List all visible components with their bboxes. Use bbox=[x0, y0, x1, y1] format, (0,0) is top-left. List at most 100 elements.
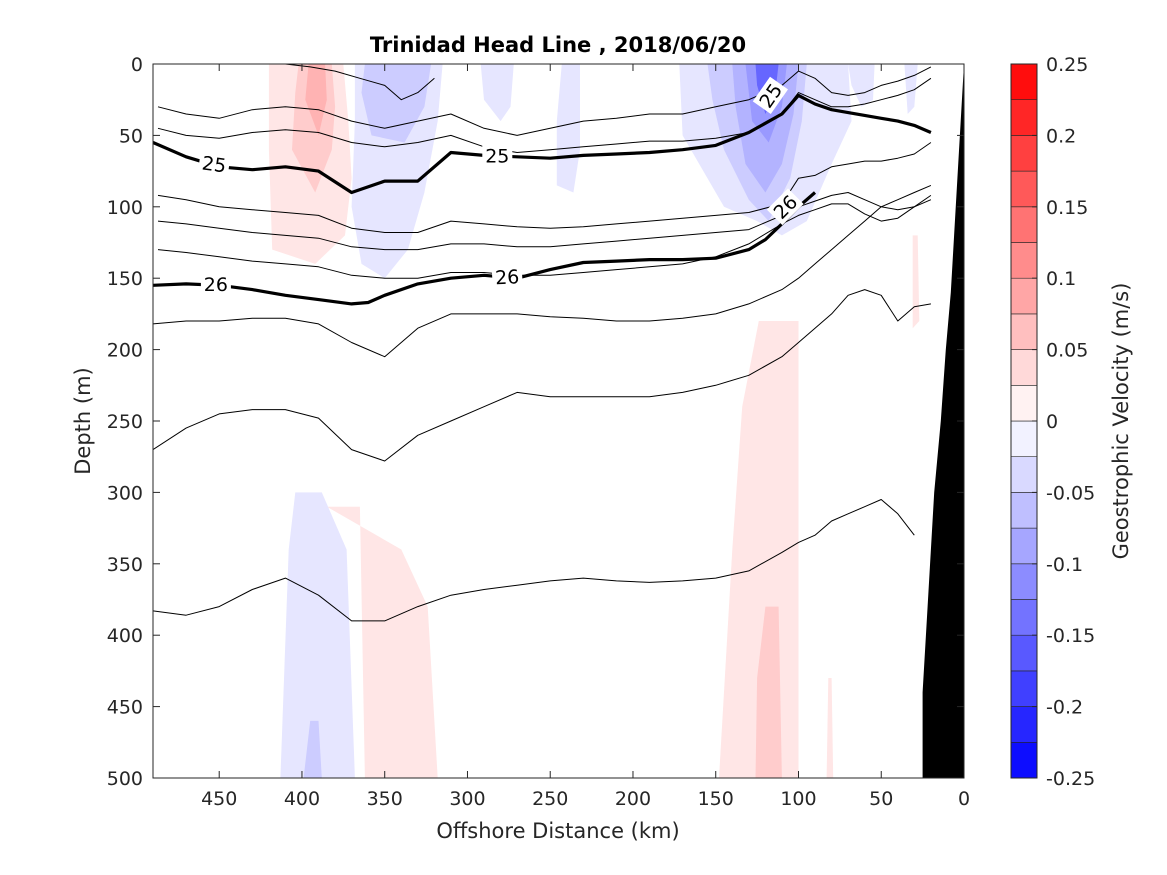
colorbar-segment bbox=[1010, 527, 1038, 565]
y-tick-label: 500 bbox=[107, 768, 143, 790]
x-tick-label: 250 bbox=[532, 788, 568, 810]
colorbar: 0.25 0.2 0.15 0.1 0.05 0 -0.05 -0.1 -0.15 -0.2 -0.… bbox=[1010, 54, 1095, 790]
contour-label-background bbox=[766, 188, 804, 226]
contour-label-group: 25 bbox=[752, 76, 789, 114]
velocity-region bbox=[912, 235, 920, 329]
x-tick-label: 400 bbox=[284, 788, 320, 810]
colorbar-tick-label: -0.2 bbox=[1046, 697, 1083, 719]
y-tick-label: 250 bbox=[107, 411, 143, 433]
isopycnal-line bbox=[157, 142, 932, 233]
y-tick-label: 450 bbox=[107, 697, 143, 719]
chart-title: Trinidad Head Line , 2018/06/20 bbox=[370, 33, 746, 57]
velocity-region bbox=[280, 492, 355, 778]
y-tick-label: 50 bbox=[119, 125, 143, 147]
velocity-region bbox=[848, 64, 875, 107]
colorbar-tick-label: -0.15 bbox=[1046, 625, 1095, 647]
contour-label: 26 bbox=[204, 274, 228, 296]
isopycnal-lines bbox=[153, 64, 932, 622]
colorbar-segment bbox=[1010, 741, 1038, 779]
colorbar-segment bbox=[1010, 706, 1038, 743]
colorbar-segment bbox=[1010, 420, 1038, 458]
isopycnal-line bbox=[285, 64, 435, 101]
velocity-region bbox=[303, 720, 322, 778]
y-tick-label: 150 bbox=[107, 268, 143, 290]
contour-label-group: 26 bbox=[200, 272, 231, 296]
colorbar-segment bbox=[1010, 170, 1038, 208]
bathymetry-shelf bbox=[922, 64, 964, 778]
contour-label: 25 bbox=[201, 152, 228, 177]
velocity-region bbox=[326, 506, 438, 778]
contour-label-group: 25 bbox=[197, 151, 231, 178]
colorbar-segment bbox=[1010, 634, 1038, 672]
colorbar-tick-label: 0.15 bbox=[1046, 197, 1088, 219]
isopycnal-line bbox=[153, 289, 931, 462]
x-tick-label: 300 bbox=[449, 788, 485, 810]
velocity-region bbox=[904, 64, 918, 114]
colorbar-segment bbox=[1010, 277, 1038, 315]
contour-label-background bbox=[491, 265, 523, 289]
x-tick-label: 200 bbox=[615, 788, 651, 810]
colorbar-tick-label: -0.05 bbox=[1046, 482, 1095, 504]
colorbar-tick-label: 0 bbox=[1046, 411, 1058, 433]
y-tick-label: 100 bbox=[107, 197, 143, 219]
colorbar-segment bbox=[1010, 135, 1038, 172]
colorbar-segment bbox=[1010, 599, 1038, 636]
colorbar-tick-label: -0.1 bbox=[1046, 554, 1083, 576]
velocity-region bbox=[755, 606, 782, 778]
velocity-region bbox=[480, 64, 514, 122]
contour-label-background bbox=[482, 144, 513, 167]
colorbar-segment bbox=[1010, 63, 1038, 101]
contour-label: 26 bbox=[495, 266, 520, 289]
colorbar-segment bbox=[1010, 242, 1038, 279]
bathymetry-layer bbox=[922, 64, 964, 778]
y-tick-label: 0 bbox=[131, 54, 143, 76]
colorbar-tick-label: 0.25 bbox=[1046, 54, 1088, 76]
isopycnal-line bbox=[153, 184, 932, 358]
colorbar-segment bbox=[1010, 670, 1038, 707]
colorbar-tick-label: 0.1 bbox=[1046, 268, 1076, 290]
velocity-region bbox=[556, 64, 580, 193]
isopycnal-line-bold bbox=[153, 93, 932, 195]
colorbar-segment bbox=[1010, 384, 1038, 422]
contour-label-background bbox=[752, 76, 789, 114]
velocity-region bbox=[305, 64, 327, 136]
contour-label: 25 bbox=[485, 145, 509, 167]
colorbar-tick-label: -0.25 bbox=[1046, 768, 1095, 790]
x-tick-label: 0 bbox=[958, 788, 970, 810]
colorbar-segment bbox=[1010, 563, 1038, 600]
isopycnal-line bbox=[157, 66, 932, 136]
isopycnal-line bbox=[153, 499, 915, 622]
y-tick-label: 300 bbox=[107, 482, 143, 504]
isopycnal-line bbox=[157, 194, 932, 279]
velocity-region bbox=[826, 678, 834, 778]
colorbar-label: Geostrophic Velocity (m/s) bbox=[1109, 283, 1133, 560]
y-tick-label: 200 bbox=[107, 340, 143, 362]
x-tick-label: 150 bbox=[698, 788, 734, 810]
colorbar-tick-label: 0.05 bbox=[1046, 340, 1088, 362]
colorbar-segment bbox=[1010, 349, 1038, 386]
x-tick-label: 50 bbox=[869, 788, 893, 810]
x-axis-ticks: 450 400 350 300 250 200 150 100 50 0 bbox=[201, 64, 970, 810]
colorbar-tick-label: 0.2 bbox=[1046, 125, 1076, 147]
colorbar-segment bbox=[1010, 99, 1038, 136]
x-tick-label: 450 bbox=[201, 788, 237, 810]
y-tick-label: 350 bbox=[107, 554, 143, 576]
colorbar-segment bbox=[1010, 206, 1038, 243]
isopycnal-line bbox=[157, 77, 932, 153]
isopycnal-line bbox=[157, 192, 932, 251]
y-tick-label: 400 bbox=[107, 625, 143, 647]
contour-label-background bbox=[200, 272, 231, 295]
y-axis-label: Depth (m) bbox=[71, 367, 95, 474]
contour-label-background bbox=[197, 151, 231, 177]
contour-label-group: 26 bbox=[491, 265, 523, 289]
colorbar-segment bbox=[1010, 456, 1038, 493]
colorbar-segment bbox=[1010, 492, 1038, 529]
x-tick-label: 350 bbox=[367, 788, 403, 810]
colorbar-segment bbox=[1010, 313, 1038, 350]
contour-label-group: 25 bbox=[482, 144, 513, 167]
x-axis-label: Offshore Distance (km) bbox=[436, 819, 679, 843]
x-tick-label: 100 bbox=[780, 788, 816, 810]
